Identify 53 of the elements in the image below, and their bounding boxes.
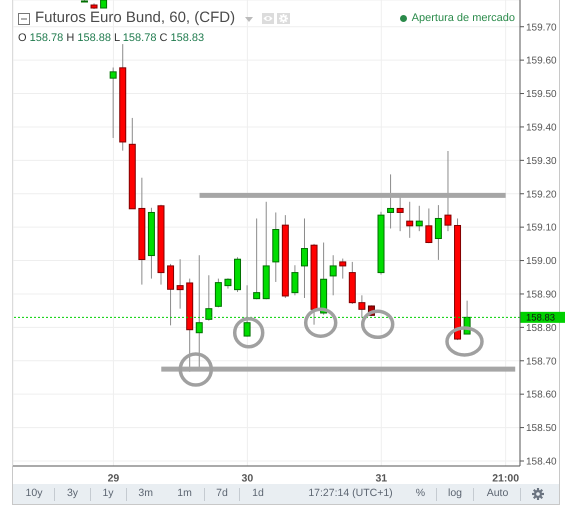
- x-tick-label: 21:00: [492, 472, 520, 484]
- y-tick-label: 158.50: [526, 423, 558, 434]
- text: Auto: [486, 487, 508, 499]
- candlestick: [425, 208, 432, 244]
- candlestick: [339, 258, 346, 280]
- annotation: O 158.78 H 158.88 L 158.78 C 158.83: [18, 32, 204, 44]
- x-tick-label: 30: [242, 472, 254, 484]
- text: 1m: [177, 487, 192, 499]
- x-tick-label: 29: [108, 472, 120, 484]
- y-tick-label: 159.20: [526, 189, 558, 200]
- candlestick: [110, 66, 117, 138]
- y-tick-label: 158.60: [526, 390, 558, 401]
- candlestick: [358, 294, 366, 319]
- y-tick-label: 158.80: [526, 322, 558, 334]
- ref-line-label: 158.83: [526, 312, 556, 324]
- candlestick: [253, 218, 260, 300]
- text: Futuros Euro Bund, 60, (CFD): [35, 9, 236, 26]
- y-tick-label: 158.40: [526, 456, 558, 468]
- candlestick: [434, 204, 442, 260]
- y-tick-label: 159.10: [526, 222, 558, 234]
- text: %: [416, 487, 426, 499]
- candlestick: [444, 150, 452, 232]
- candlestick: [167, 263, 174, 326]
- text: 1y: [102, 487, 114, 499]
- x-tick-label: 31: [375, 472, 388, 484]
- candlestick: [244, 284, 251, 338]
- candlestick: [205, 274, 212, 322]
- y-tick-label: 159.70: [526, 22, 558, 34]
- text: 1d: [252, 487, 264, 499]
- y-tick-label: 158.90: [526, 290, 558, 301]
- y-tick-label: 159.40: [526, 122, 558, 134]
- candlestick: [300, 218, 308, 298]
- text: 10y: [26, 487, 42, 499]
- text: 3m: [138, 487, 153, 499]
- y-tick-label: 158.70: [526, 356, 558, 368]
- text: 17:27:14 (UTC+1): [308, 487, 393, 499]
- annotation: Apertura de mercado: [412, 12, 515, 24]
- candlestick: [196, 254, 203, 369]
- y-tick-label: 159.30: [526, 156, 558, 167]
- text: log: [448, 487, 462, 499]
- text: 3y: [66, 487, 78, 499]
- candlestick: [416, 205, 423, 232]
- y-tick-label: 159.60: [526, 56, 558, 67]
- candlestick: [224, 278, 232, 290]
- candlestick: [406, 201, 414, 238]
- y-tick-label: 159.50: [526, 89, 558, 100]
- y-tick-label: 159.00: [526, 256, 558, 268]
- text: 7d: [216, 487, 228, 499]
- candlestick: [214, 278, 222, 308]
- candlestick: [291, 264, 298, 296]
- candlestick: [176, 258, 184, 310]
- candlestick: [330, 254, 337, 296]
- candlestick: [387, 174, 394, 229]
